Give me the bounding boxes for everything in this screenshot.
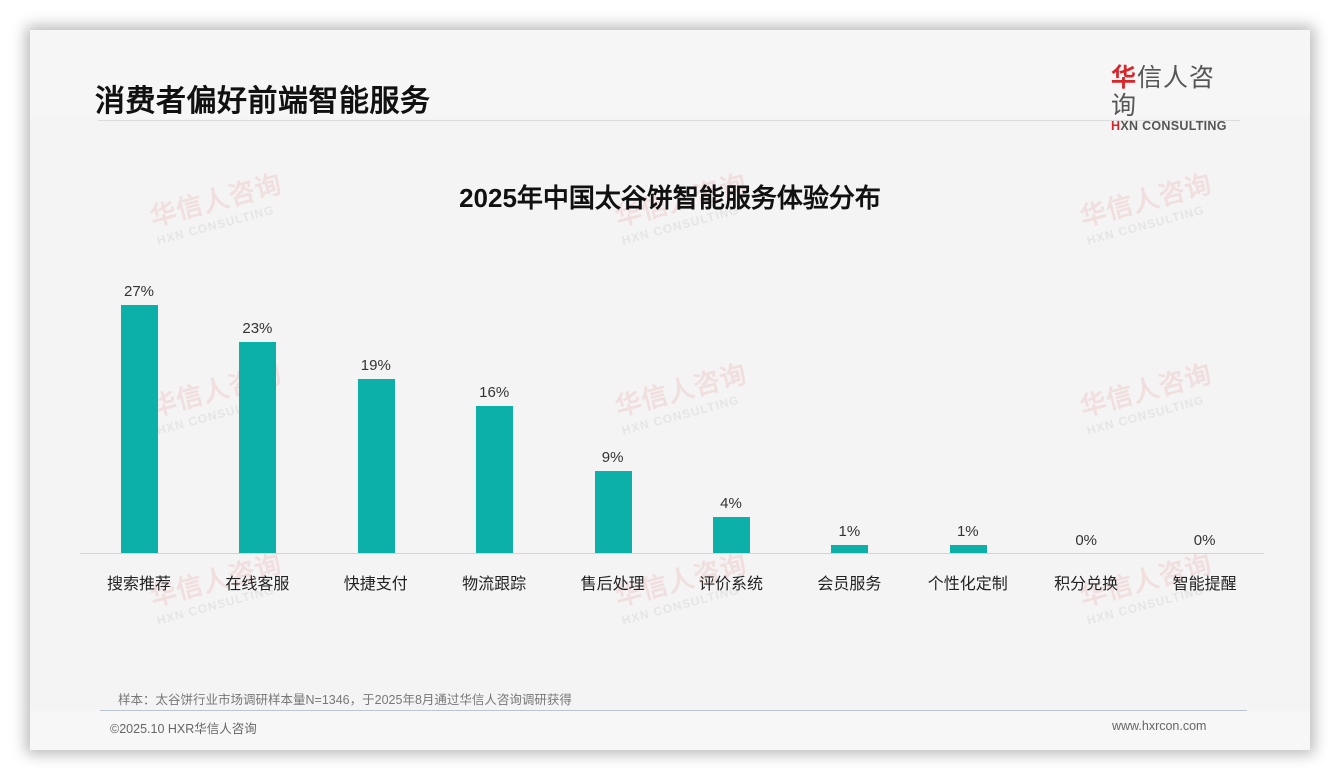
- bar-value-label: 27%: [123, 283, 155, 300]
- sample-note: 样本：太谷饼行业市场调研样本量N=1346，于2025年8月通过华信人咨询调研获…: [118, 693, 572, 707]
- category-label: 个性化定制: [927, 576, 1008, 593]
- logo-en-text: XN CONSULTING: [1120, 119, 1227, 133]
- bar-value-label: 9%: [601, 449, 624, 466]
- bar-group: 16%: [435, 230, 553, 555]
- logo-en-mark: H: [1111, 119, 1121, 133]
- bar-value-label: 4%: [720, 495, 742, 512]
- category-label: 评价系统: [698, 576, 763, 593]
- header-band: [30, 30, 1310, 118]
- slide: 消费者偏好前端智能服务 华信人咨询 HXN CONSULTING 华信人咨询 HX…: [30, 30, 1310, 750]
- page-title: 消费者偏好前端智能服务: [95, 85, 431, 118]
- bar: [239, 342, 277, 554]
- bar-group: 19%: [317, 230, 435, 555]
- bar-group: 1%: [909, 230, 1027, 555]
- copyright-text: ©2025.10 HXR华信人咨询: [110, 722, 257, 736]
- logo-mark: 华: [1111, 64, 1138, 92]
- bar: [594, 471, 632, 554]
- chart-title: 2025年中国太谷饼智能服务体验分布: [459, 183, 881, 213]
- bar-group: 27%: [80, 230, 198, 555]
- category-label: 售后处理: [580, 576, 645, 593]
- category-label: 会员服务: [817, 576, 882, 593]
- bar: [713, 517, 750, 554]
- category-label: 智能提醒: [1172, 576, 1237, 593]
- website-link[interactable]: www.hxrcon.com: [1112, 719, 1207, 733]
- bar: [476, 406, 514, 554]
- bar-group: 9%: [554, 230, 672, 555]
- bar-group: 23%: [198, 230, 316, 555]
- bar-chart-plot: 27% 23% 19% 16% 9% 4% 1% 1% 0% 0%: [80, 230, 1264, 555]
- bar: [121, 305, 158, 554]
- category-label: 积分兑换: [1054, 576, 1119, 593]
- bar-value-label: 19%: [360, 357, 391, 374]
- bar-group: 1%: [790, 230, 908, 555]
- bar: [831, 545, 869, 554]
- bar-value-label: 16%: [479, 384, 510, 401]
- bar-value-label: 0%: [1075, 532, 1098, 549]
- bar: [949, 545, 987, 554]
- category-label: 在线客服: [225, 576, 290, 593]
- bar-value-label: 0%: [1193, 532, 1216, 549]
- title-divider: [98, 120, 1240, 121]
- bar-value-label: 1%: [956, 523, 979, 540]
- bar-group: 0%: [1027, 230, 1145, 555]
- logo-cn-text: 信人咨询: [1111, 64, 1216, 120]
- footer-band: [30, 711, 1310, 750]
- brand-logo: 华信人咨询 HXN CONSULTING: [1111, 64, 1241, 133]
- category-label: 物流跟踪: [462, 576, 527, 593]
- category-label: 搜索推荐: [106, 576, 171, 593]
- bar: [357, 379, 395, 554]
- category-label: 快捷支付: [343, 576, 408, 593]
- footer-divider: [100, 710, 1247, 711]
- bar-group: 0%: [1146, 230, 1264, 555]
- bar-value-label: 23%: [242, 320, 273, 337]
- bar-group: 4%: [672, 230, 790, 555]
- x-axis-baseline: [80, 553, 1264, 554]
- bar-value-label: 1%: [838, 523, 861, 540]
